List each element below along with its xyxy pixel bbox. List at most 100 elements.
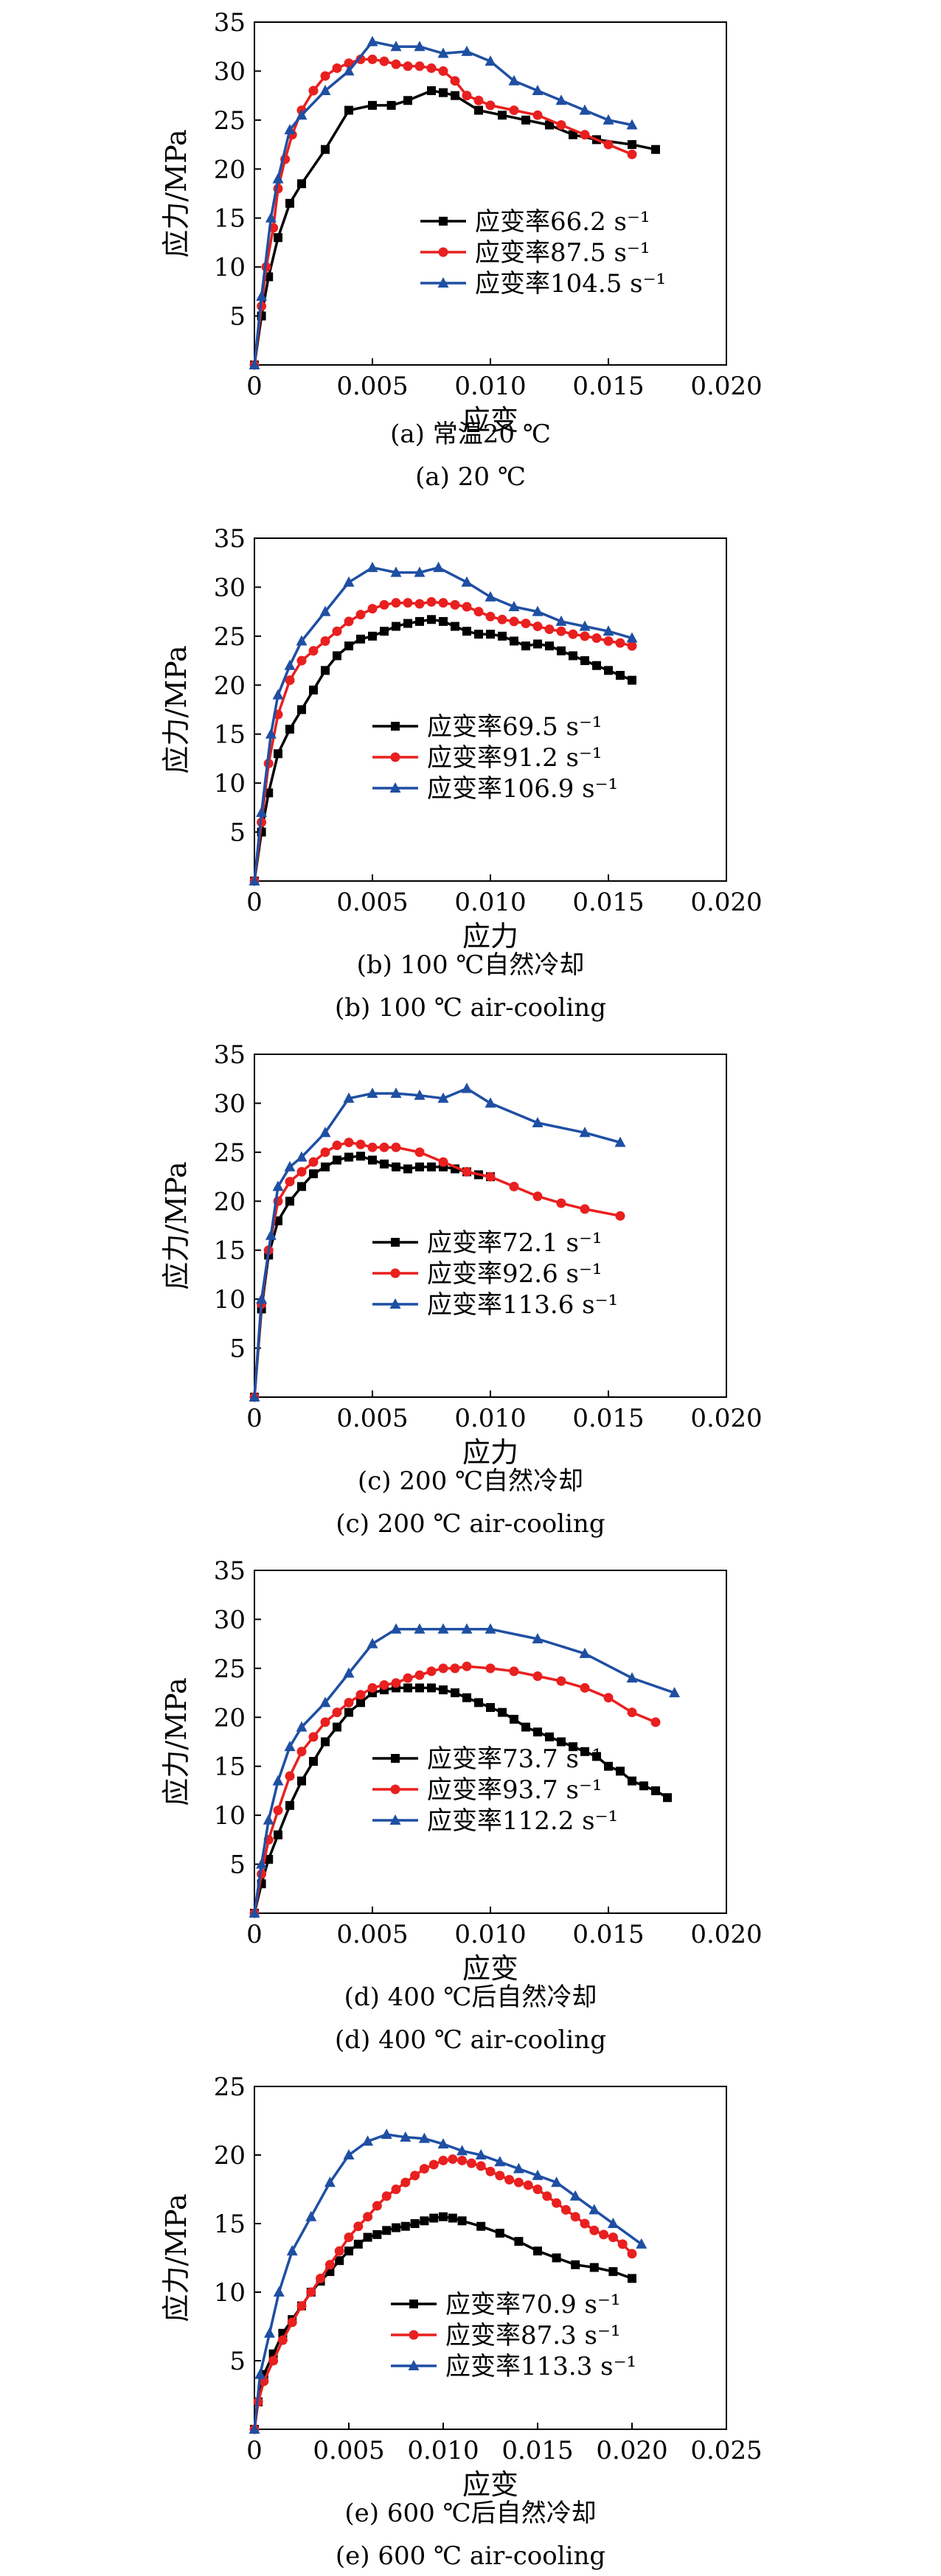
- x-axis-label: 应变: [462, 2468, 518, 2501]
- data-point: [296, 1747, 307, 1757]
- data-point: [607, 2218, 619, 2228]
- data-point: [296, 1721, 308, 1732]
- x-tick-label: 0.010: [454, 1920, 526, 1949]
- data-point: [451, 622, 459, 631]
- data-point: [392, 2223, 400, 2232]
- data-point: [249, 359, 260, 369]
- data-point: [579, 1647, 591, 1658]
- data-point: [438, 2155, 448, 2165]
- series-line: [253, 566, 633, 882]
- data-point: [355, 610, 366, 620]
- x-tick-label: 0.020: [690, 372, 762, 401]
- caption-cn: (a) 常温20 ℃: [390, 420, 551, 449]
- data-point: [344, 105, 353, 115]
- data-point: [542, 2191, 552, 2201]
- data-point: [321, 1737, 330, 1747]
- legend-swatch-marker: [389, 1298, 401, 1309]
- y-tick-label: 35: [214, 1040, 246, 1070]
- data-point: [545, 1732, 554, 1741]
- data-point: [414, 41, 426, 52]
- data-point: [415, 1162, 424, 1172]
- data-point: [533, 639, 542, 649]
- series-3: [249, 2128, 647, 2434]
- data-point: [265, 212, 277, 223]
- legend-entry: 应变率66.2 s⁻¹: [475, 207, 650, 237]
- data-point: [626, 119, 638, 130]
- data-point: [532, 110, 543, 120]
- data-point: [319, 1127, 331, 1138]
- series-line: [253, 2133, 642, 2430]
- data-point: [427, 615, 436, 624]
- y-tick-label: 10: [214, 769, 246, 798]
- data-point: [414, 1623, 426, 1634]
- legend-swatch-marker: [408, 2360, 420, 2370]
- data-point: [343, 65, 355, 76]
- data-point: [603, 625, 614, 636]
- data-point: [287, 2317, 297, 2328]
- data-point: [285, 1771, 295, 1781]
- data-point: [532, 2169, 544, 2180]
- data-point: [532, 2185, 543, 2194]
- data-point: [256, 1293, 268, 1304]
- data-point: [438, 66, 448, 76]
- data-point: [615, 1211, 625, 1221]
- data-point: [285, 1800, 294, 1810]
- legend-entry: 应变率113.6 s⁻¹: [427, 1290, 618, 1320]
- y-tick-label: 15: [214, 2210, 246, 2239]
- data-point: [367, 35, 378, 46]
- data-point: [456, 2145, 468, 2156]
- data-point: [569, 2190, 581, 2201]
- y-tick-label: 10: [214, 2278, 246, 2308]
- data-point: [306, 2287, 316, 2297]
- caption-en: (d) 400 ℃ air-cooling: [335, 2025, 606, 2055]
- data-point: [627, 1708, 637, 1718]
- data-point: [439, 1685, 448, 1695]
- data-point: [504, 2174, 515, 2185]
- data-point: [410, 2219, 420, 2228]
- data-point: [363, 2212, 373, 2222]
- data-point: [259, 2376, 269, 2387]
- data-point: [627, 149, 637, 159]
- data-point: [579, 104, 591, 115]
- data-point: [285, 725, 294, 734]
- data-point: [316, 2273, 326, 2283]
- legend-entry: 应变率69.5 s⁻¹: [427, 712, 603, 742]
- data-point: [438, 598, 448, 608]
- data-point: [297, 705, 306, 714]
- data-point: [410, 2171, 420, 2181]
- data-point: [569, 130, 577, 139]
- data-point: [414, 1147, 425, 1158]
- x-tick-label: 0.015: [572, 1920, 644, 1949]
- data-point: [324, 2260, 335, 2270]
- data-point: [494, 2156, 506, 2167]
- data-point: [390, 566, 402, 577]
- data-point: [414, 599, 425, 609]
- data-point: [344, 2232, 354, 2243]
- x-tick-label: 0.015: [572, 372, 644, 401]
- data-point: [474, 105, 483, 115]
- series-2: [249, 1661, 661, 1918]
- data-point: [368, 631, 377, 641]
- data-point: [427, 1683, 436, 1693]
- x-tick-label: 0: [246, 888, 263, 917]
- legend-swatch-marker: [438, 247, 448, 257]
- data-point: [319, 605, 331, 616]
- data-point: [651, 1786, 660, 1795]
- y-tick-label: 10: [214, 1801, 246, 1831]
- legend-swatch-marker: [391, 722, 400, 731]
- legend-entry: 应变率70.9 s⁻¹: [445, 2290, 621, 2319]
- data-point: [418, 2132, 430, 2143]
- data-point: [391, 2185, 401, 2194]
- series-3: [249, 1082, 626, 1402]
- data-point: [379, 56, 389, 66]
- data-point: [532, 605, 544, 616]
- data-point: [592, 661, 601, 670]
- data-point: [344, 1708, 353, 1717]
- data-point: [428, 2159, 439, 2170]
- data-point: [344, 1152, 353, 1162]
- legend-swatch-marker: [439, 217, 448, 226]
- data-point: [556, 1676, 566, 1686]
- data-point: [628, 2274, 636, 2283]
- data-point: [532, 1117, 544, 1127]
